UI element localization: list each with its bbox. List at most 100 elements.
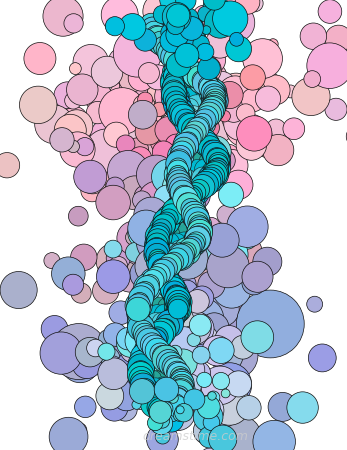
Circle shape: [213, 1, 248, 36]
Circle shape: [162, 118, 186, 141]
Circle shape: [130, 287, 152, 310]
Circle shape: [196, 106, 218, 128]
Circle shape: [174, 189, 201, 216]
Circle shape: [176, 280, 198, 302]
Circle shape: [174, 190, 198, 215]
Circle shape: [190, 108, 206, 124]
Circle shape: [162, 2, 191, 31]
Circle shape: [49, 417, 88, 450]
Circle shape: [147, 424, 178, 450]
Circle shape: [174, 216, 192, 233]
Circle shape: [159, 253, 182, 276]
Circle shape: [137, 341, 157, 361]
Circle shape: [224, 108, 257, 140]
Circle shape: [145, 239, 168, 262]
Circle shape: [146, 26, 167, 46]
Circle shape: [168, 299, 188, 319]
Circle shape: [126, 297, 150, 321]
Circle shape: [168, 222, 191, 245]
Circle shape: [226, 81, 244, 99]
Circle shape: [257, 139, 276, 158]
Circle shape: [177, 193, 202, 218]
Circle shape: [154, 347, 170, 364]
Circle shape: [62, 107, 87, 132]
Circle shape: [198, 76, 217, 94]
Circle shape: [84, 83, 112, 111]
Circle shape: [160, 310, 183, 333]
Circle shape: [176, 0, 196, 11]
Circle shape: [161, 204, 183, 225]
Circle shape: [187, 333, 201, 346]
Circle shape: [0, 153, 20, 178]
Circle shape: [209, 384, 250, 425]
Circle shape: [91, 56, 123, 88]
Circle shape: [133, 338, 146, 352]
Circle shape: [149, 252, 169, 272]
Circle shape: [193, 110, 215, 132]
Circle shape: [136, 155, 176, 195]
Circle shape: [162, 200, 179, 217]
Circle shape: [221, 316, 255, 350]
Circle shape: [86, 101, 109, 124]
Circle shape: [173, 410, 185, 421]
Circle shape: [192, 135, 208, 151]
Circle shape: [185, 208, 209, 231]
Circle shape: [149, 333, 164, 348]
Circle shape: [154, 16, 173, 35]
Circle shape: [160, 283, 174, 297]
Circle shape: [165, 57, 190, 82]
Circle shape: [96, 92, 119, 116]
Circle shape: [152, 345, 180, 373]
Circle shape: [199, 103, 218, 122]
Circle shape: [186, 117, 209, 140]
Circle shape: [196, 43, 214, 61]
Circle shape: [167, 4, 190, 27]
Circle shape: [142, 319, 177, 353]
Circle shape: [166, 367, 204, 405]
Circle shape: [120, 337, 146, 363]
Circle shape: [168, 50, 193, 75]
Circle shape: [145, 65, 170, 90]
Circle shape: [172, 189, 198, 214]
Circle shape: [109, 82, 135, 109]
Circle shape: [162, 301, 187, 325]
Circle shape: [218, 76, 252, 110]
Circle shape: [129, 366, 153, 391]
Circle shape: [187, 121, 202, 136]
Circle shape: [90, 120, 121, 151]
Circle shape: [191, 144, 208, 161]
Circle shape: [117, 221, 151, 255]
Circle shape: [182, 26, 196, 40]
Circle shape: [216, 3, 255, 42]
Circle shape: [185, 95, 209, 118]
Circle shape: [268, 39, 278, 49]
Circle shape: [41, 315, 68, 342]
Circle shape: [145, 378, 166, 399]
Circle shape: [318, 0, 342, 23]
Circle shape: [154, 377, 179, 402]
Circle shape: [60, 111, 85, 137]
Circle shape: [212, 6, 237, 31]
Circle shape: [231, 211, 252, 232]
Circle shape: [126, 230, 141, 245]
Circle shape: [138, 63, 159, 84]
Circle shape: [182, 313, 214, 345]
Circle shape: [151, 234, 181, 264]
Circle shape: [189, 314, 211, 336]
Circle shape: [151, 259, 175, 283]
Circle shape: [163, 42, 195, 74]
Circle shape: [176, 35, 201, 60]
Circle shape: [152, 312, 173, 334]
Circle shape: [143, 91, 170, 118]
Circle shape: [236, 228, 257, 249]
Circle shape: [174, 100, 191, 117]
Circle shape: [165, 134, 187, 157]
Circle shape: [151, 260, 175, 284]
Circle shape: [155, 429, 170, 444]
Circle shape: [168, 173, 192, 198]
Circle shape: [192, 176, 213, 198]
Circle shape: [93, 278, 119, 304]
Circle shape: [207, 391, 220, 404]
Circle shape: [60, 110, 93, 142]
Circle shape: [155, 117, 182, 144]
